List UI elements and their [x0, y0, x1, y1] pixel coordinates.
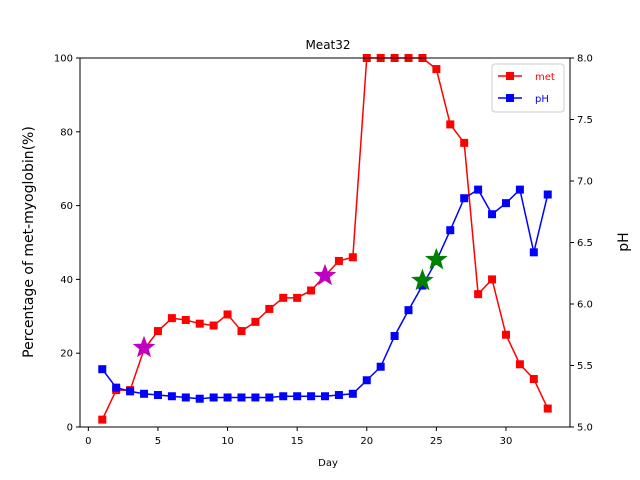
y-tick-label-left: 60: [60, 201, 73, 212]
data-point: [515, 185, 524, 194]
y-tick-label-right: 6.0: [577, 300, 593, 311]
data-point: [265, 304, 274, 313]
y-tick-label-left: 80: [60, 127, 73, 138]
x-tick-label: 30: [500, 436, 513, 447]
data-point: [334, 256, 343, 265]
series-ph: [98, 185, 552, 403]
x-tick-label: 25: [430, 436, 443, 447]
data-point: [279, 392, 288, 401]
y-tick-label-left: 0: [67, 423, 73, 434]
data-point: [446, 226, 455, 235]
y-tick-label-right: 7.5: [577, 115, 593, 126]
data-point: [474, 290, 483, 299]
x-tick-label: 5: [155, 436, 161, 447]
chart-title: Meat32: [305, 38, 350, 52]
data-point: [529, 248, 538, 257]
axes: 0 5 10 15 20 25 30 0 20 40 60 80 100 5.0 5.5 6.0 6.5 7.0 7…: [54, 54, 593, 448]
y-tick-label-left: 20: [60, 349, 73, 360]
data-point: [348, 389, 357, 398]
data-point: [390, 331, 399, 340]
data-point: [237, 393, 246, 402]
y-tick-label-right: 8.0: [577, 54, 593, 65]
data-point: [237, 327, 246, 336]
data-point: [209, 393, 218, 402]
y-tick-label-right: 7.0: [577, 177, 593, 188]
data-point: [446, 120, 455, 129]
data-point: [460, 194, 469, 203]
data-point: [181, 315, 190, 324]
data-point: [98, 365, 107, 374]
data-point: [529, 375, 538, 384]
y-tick-label-right: 6.5: [577, 238, 593, 249]
data-point: [501, 330, 510, 339]
data-point: [432, 65, 441, 74]
x-tick-label: 10: [221, 436, 234, 447]
y-tick-label-left: 40: [60, 275, 73, 286]
data-point: [265, 393, 274, 402]
data-point: [474, 185, 483, 194]
data-point: [112, 383, 121, 392]
data-point: [321, 392, 329, 401]
data-point: [293, 392, 302, 401]
data-point: [307, 286, 316, 295]
data-point: [195, 394, 204, 403]
data-point: [376, 362, 385, 371]
data-point: [251, 317, 260, 326]
y-tick-label-right: 5.0: [577, 423, 593, 434]
y-tick-label-right: 5.5: [577, 361, 593, 372]
y-axis-title-right: pH: [616, 232, 632, 251]
data-point: [167, 314, 176, 323]
data-point: [293, 293, 302, 302]
star-marker: [132, 335, 156, 358]
data-point: [153, 327, 162, 336]
data-point: [98, 415, 107, 424]
data-point: [543, 404, 552, 413]
x-tick-label: 0: [85, 436, 91, 447]
data-point: [140, 389, 149, 398]
data-point: [251, 393, 260, 402]
data-point: [404, 306, 413, 315]
data-point: [126, 387, 135, 396]
data-point: [501, 199, 510, 208]
star-marker: [411, 268, 434, 291]
x-axis-title: Day: [318, 458, 338, 469]
star-marker: [425, 247, 448, 270]
data-point: [223, 310, 232, 319]
y-tick-label-left: 100: [54, 54, 73, 65]
x-tick-label: 15: [291, 436, 304, 447]
data-point: [307, 392, 316, 401]
data-point: [334, 391, 343, 400]
legend-item: met: [498, 72, 555, 83]
data-point: [515, 360, 524, 369]
star-marker: [313, 263, 337, 286]
y-axis-title-left: Percentage of met-myoglobin(%): [21, 126, 37, 358]
data-point: [362, 376, 371, 385]
x-tick-label: 20: [360, 436, 373, 447]
data-point: [348, 253, 357, 262]
data-point: [279, 293, 288, 302]
data-point: [153, 391, 162, 400]
data-point: [181, 393, 190, 402]
data-point: [223, 393, 232, 402]
legend: met pH: [491, 63, 565, 113]
data-point: [460, 138, 469, 147]
legend-item: pH: [498, 94, 549, 105]
legend-label: met: [535, 72, 555, 83]
legend-marker: [506, 94, 514, 102]
data-point: [488, 210, 497, 219]
data-point: [167, 392, 176, 401]
data-point: [543, 190, 552, 199]
data-point: [195, 319, 204, 328]
legend-marker: [506, 72, 514, 80]
data-point: [488, 275, 497, 284]
legend-label: pH: [535, 94, 549, 105]
data-point: [209, 321, 218, 330]
